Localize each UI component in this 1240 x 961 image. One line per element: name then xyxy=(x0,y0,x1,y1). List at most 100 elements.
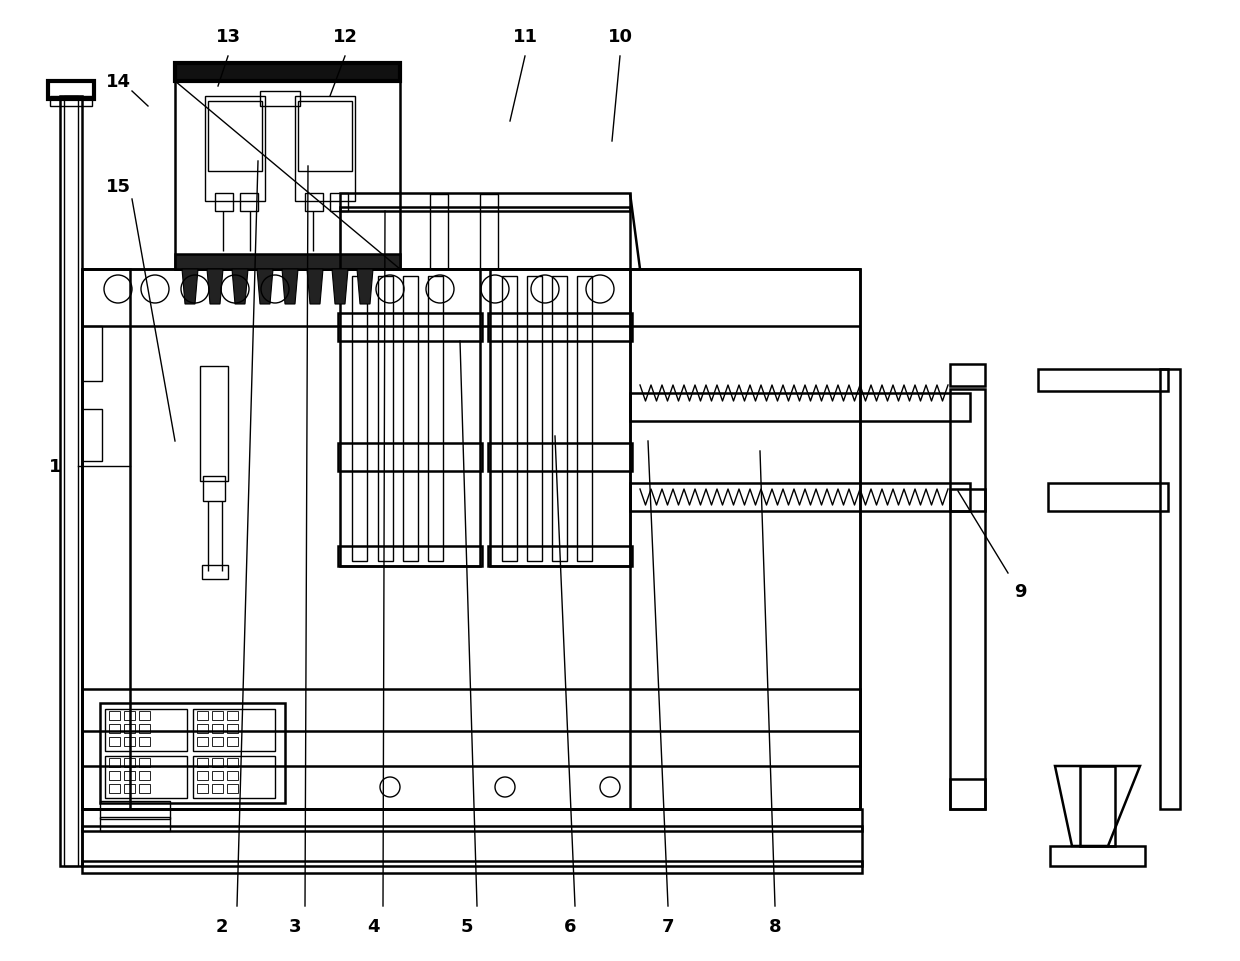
Bar xyxy=(241,194,258,211)
Bar xyxy=(109,771,120,780)
Bar xyxy=(175,70,401,270)
Bar xyxy=(124,758,135,767)
Text: 1: 1 xyxy=(48,457,61,476)
Text: 11: 11 xyxy=(512,28,537,46)
Bar xyxy=(630,394,970,422)
Bar xyxy=(630,270,861,809)
Bar xyxy=(339,444,482,472)
Bar xyxy=(197,725,208,733)
Bar xyxy=(527,277,542,561)
Bar xyxy=(552,277,567,561)
Bar xyxy=(403,277,418,561)
Bar xyxy=(295,97,355,202)
Bar xyxy=(202,565,228,579)
Text: 5: 5 xyxy=(461,917,474,935)
Bar xyxy=(340,194,630,211)
Bar xyxy=(100,703,285,803)
Bar xyxy=(212,784,223,793)
Bar xyxy=(340,208,630,270)
Bar xyxy=(1038,370,1168,391)
Bar xyxy=(167,511,243,527)
Bar xyxy=(502,277,517,561)
Bar xyxy=(105,709,187,752)
Bar xyxy=(124,711,135,720)
Bar xyxy=(260,92,300,107)
Bar xyxy=(227,737,238,747)
Bar xyxy=(82,731,861,766)
Bar xyxy=(48,82,94,100)
Bar xyxy=(1050,846,1145,866)
Bar xyxy=(339,313,482,342)
Bar xyxy=(60,97,82,866)
Bar xyxy=(227,784,238,793)
Bar xyxy=(950,489,985,511)
Bar xyxy=(124,737,135,747)
Bar xyxy=(208,102,262,172)
Bar xyxy=(1159,370,1180,809)
Bar xyxy=(82,809,862,831)
Bar xyxy=(109,711,120,720)
Bar xyxy=(82,327,102,382)
Polygon shape xyxy=(357,270,373,305)
Bar xyxy=(340,270,480,566)
Bar xyxy=(82,826,862,866)
Bar xyxy=(203,477,224,502)
Bar xyxy=(227,771,238,780)
Bar xyxy=(212,725,223,733)
Polygon shape xyxy=(281,270,298,305)
Bar xyxy=(193,709,275,752)
Bar xyxy=(950,364,985,386)
Bar xyxy=(950,779,985,809)
Bar xyxy=(124,771,135,780)
Bar xyxy=(630,483,970,511)
Bar xyxy=(1048,483,1168,511)
Bar xyxy=(489,444,632,472)
Bar xyxy=(109,737,120,747)
Bar xyxy=(200,366,228,481)
Bar xyxy=(175,255,401,270)
Bar xyxy=(212,711,223,720)
Bar xyxy=(227,725,238,733)
Bar xyxy=(430,195,448,270)
Bar xyxy=(305,194,322,211)
Polygon shape xyxy=(257,270,273,305)
Bar xyxy=(139,771,150,780)
Bar xyxy=(212,737,223,747)
Polygon shape xyxy=(232,270,248,305)
Bar xyxy=(100,801,170,819)
Text: 12: 12 xyxy=(332,28,357,46)
Bar xyxy=(428,277,443,561)
Polygon shape xyxy=(182,270,198,305)
Bar xyxy=(227,711,238,720)
Bar xyxy=(197,737,208,747)
Text: 2: 2 xyxy=(216,917,228,935)
Polygon shape xyxy=(207,270,223,305)
Bar xyxy=(139,784,150,793)
Text: 8: 8 xyxy=(769,917,781,935)
Text: 4: 4 xyxy=(367,917,379,935)
Bar xyxy=(82,861,862,874)
Polygon shape xyxy=(308,270,322,305)
Text: 6: 6 xyxy=(564,917,577,935)
Bar xyxy=(212,771,223,780)
Bar xyxy=(489,547,632,566)
Bar xyxy=(950,389,985,809)
Bar xyxy=(1080,766,1115,846)
Bar xyxy=(480,195,498,270)
Text: 3: 3 xyxy=(289,917,301,935)
Bar xyxy=(82,270,130,809)
Bar xyxy=(227,758,238,767)
Polygon shape xyxy=(332,270,348,305)
Bar xyxy=(82,409,102,461)
Bar xyxy=(215,194,233,211)
Bar xyxy=(197,784,208,793)
Text: 7: 7 xyxy=(662,917,675,935)
Bar xyxy=(193,756,275,799)
Bar xyxy=(109,725,120,733)
Bar xyxy=(298,102,352,172)
Bar xyxy=(197,758,208,767)
Bar xyxy=(124,784,135,793)
Bar xyxy=(124,725,135,733)
Bar xyxy=(212,758,223,767)
Bar xyxy=(352,277,367,561)
